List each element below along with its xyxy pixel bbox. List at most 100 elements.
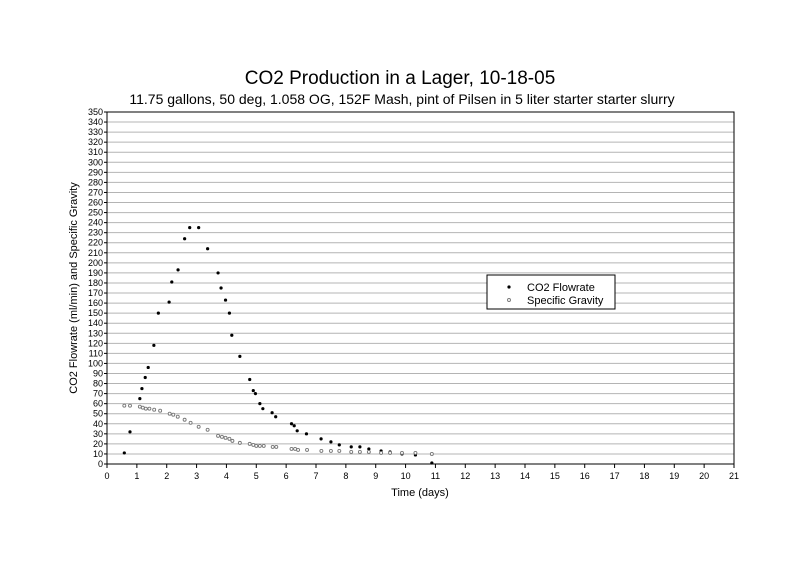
y-tick-label: 190 [88,268,103,278]
co2-flowrate-point [270,411,274,415]
co2-flowrate-point [176,268,180,272]
y-tick-label: 40 [93,419,103,429]
specific-gravity-point [247,441,252,446]
y-tick-label: 270 [88,187,103,197]
specific-gravity-point [143,406,148,411]
y-tick-label: 330 [88,127,103,137]
y-tick-label: 310 [88,147,103,157]
x-tick-label: 12 [460,471,470,481]
co2-flowrate-point [258,402,262,406]
x-tick-label: 18 [639,471,649,481]
legend-label: CO2 Flowrate [527,282,595,294]
data-points [122,226,434,465]
plot-frame [106,111,735,465]
x-tick-label: 19 [669,471,679,481]
y-tick-label: 200 [88,258,103,268]
y-tick-label: 30 [93,429,103,439]
specific-gravity-point [147,406,152,411]
co2-flowrate-point [292,424,296,428]
co2-flowrate-point [138,397,142,401]
legend-marker [507,298,511,302]
x-tick-label: 16 [580,471,590,481]
co2-flowrate-point [289,422,294,426]
y-tick-label: 90 [93,368,103,378]
co2-flowrate-point [156,311,160,315]
co2-flowrate-point [337,443,341,447]
specific-gravity-point [175,414,180,419]
specific-gravity-point [305,447,309,452]
specific-gravity-point [230,438,235,443]
specific-gravity-point [257,443,262,448]
x-tick-label: 20 [699,471,709,481]
co2-flowrate-point [122,451,126,455]
co2-flowrate-point [206,247,210,251]
y-tick-label: 80 [93,379,103,389]
x-tick-label: 1 [134,471,139,481]
y-tick-label: 350 [88,107,103,117]
specific-gravity-point [167,411,172,416]
co2-flowrate-point [227,311,232,315]
y-tick-label: 230 [88,228,103,238]
y-tick-label: 140 [88,318,103,328]
co2-flowrate-point [238,354,242,358]
y-tick-label: 10 [93,449,103,459]
co2-flowrate-point [329,440,333,444]
co2-flowrate-point [188,226,192,230]
y-tick-label: 130 [88,328,103,338]
specific-gravity-point [270,444,275,449]
specific-gravity-point [254,443,259,448]
y-tick-label: 240 [88,218,103,228]
specific-gravity-point [319,448,324,453]
co2-flowrate-point [223,298,228,302]
co2-flowrate-point [295,429,299,433]
specific-gravity-point [205,427,210,432]
x-tick-label: 8 [343,471,348,481]
specific-gravity-point [400,450,404,455]
x-tick-label: 9 [373,471,378,481]
co2-flowrate-point [319,437,323,441]
y-tick-label: 210 [88,248,103,258]
specific-gravity-point [261,443,266,448]
specific-gravity-point [366,449,371,454]
y-tick-label: 340 [88,117,103,127]
x-tick-label: 3 [194,471,199,481]
co2-flowrate-point [430,461,434,465]
specific-gravity-point [274,444,279,449]
x-tick-label: 17 [610,471,620,481]
y-tick-label: 180 [88,278,103,288]
co2-flowrate-point [251,388,255,393]
x-tick-label: 7 [313,471,318,481]
legend-marker [507,285,511,289]
y-tick-label: 50 [93,409,103,419]
x-tick-label: 13 [490,471,500,481]
x-tick-label: 21 [729,471,739,481]
co2-flowrate-point [197,226,201,230]
x-tick-label: 6 [284,471,289,481]
y-tick-label: 20 [93,439,103,449]
legend-box [486,274,616,310]
co2-flowrate-point [140,386,144,391]
legend-label: Specific Gravity [527,295,604,307]
specific-gravity-point [289,446,294,451]
specific-gravity-point [171,412,176,417]
x-axis-label: Time (days) [391,487,449,499]
co2-flowrate-point [170,280,174,284]
x-tick-label: 4 [224,471,229,481]
x-tick-label: 5 [254,471,259,481]
specific-gravity-point [357,449,362,454]
co2-flowrate-point [167,300,171,304]
y-tick-label: 320 [88,137,103,147]
specific-gravity-point [349,449,354,454]
co2-flowrate-point [304,432,309,436]
specific-gravity-point [227,436,232,441]
specific-gravity-point [237,440,242,445]
y-tick-label: 60 [93,399,103,409]
chart-title: CO2 Production in a Lager, 10-18-05 [245,68,556,89]
x-axis-ticks: 0 1 2 3 4 5 6 7 8 9 10 11 12 13 14 15 16 17 18 19 20 21 [104,464,739,481]
x-tick-label: 14 [520,471,530,481]
specific-gravity-point [379,450,384,455]
y-tick-label: 280 [88,177,103,187]
co2-flowrate-point [253,392,257,396]
